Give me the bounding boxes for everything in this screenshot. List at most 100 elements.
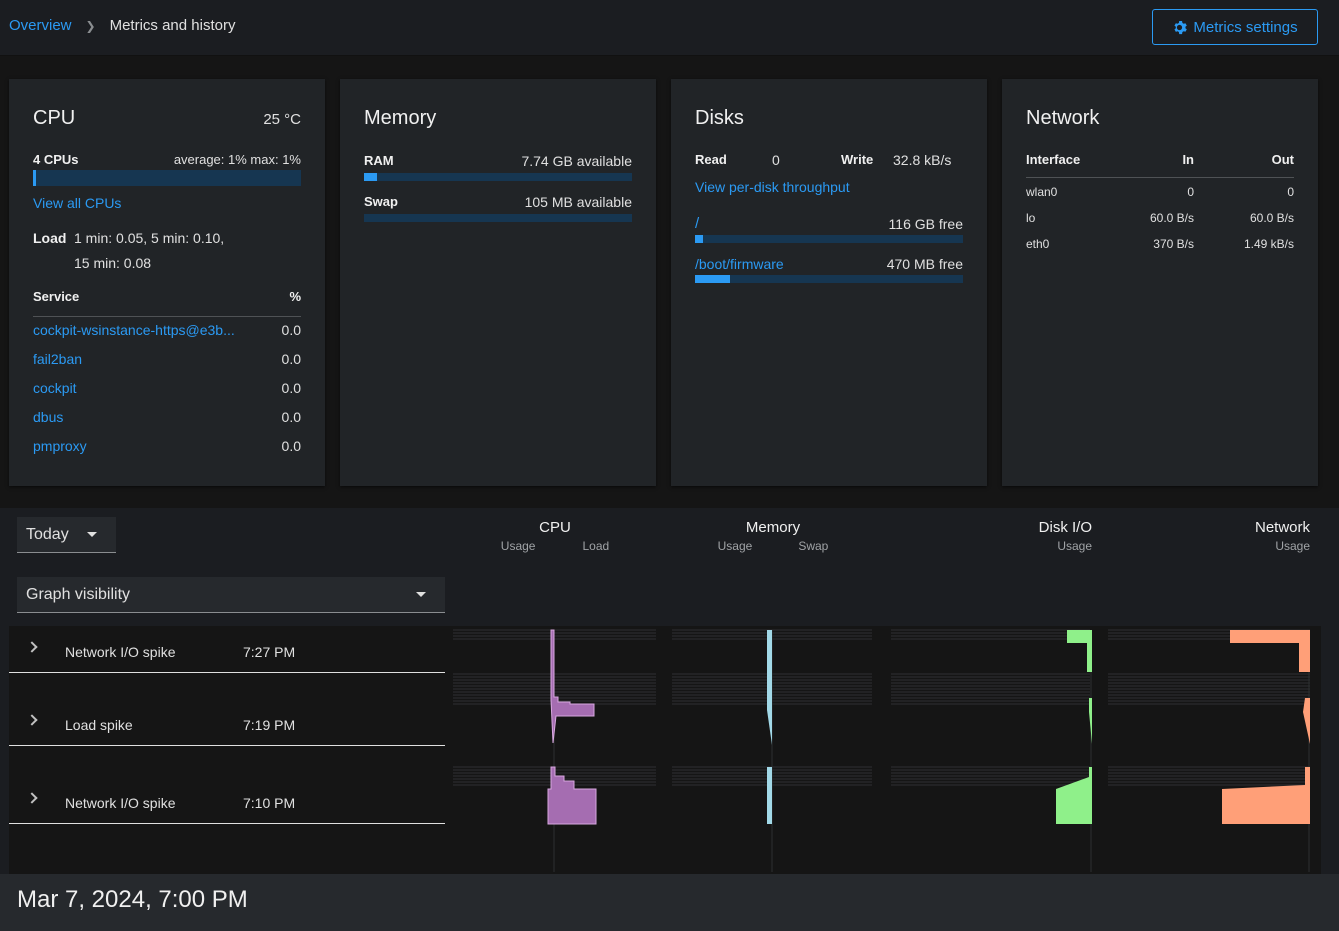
- memory-column-subs: Usage Swap: [708, 539, 838, 553]
- per-disk-throughput-link[interactable]: View per-disk throughput: [695, 179, 850, 195]
- graph-visibility-select[interactable]: Graph visibility: [17, 577, 445, 613]
- cpu-column-subs: Usage Load: [490, 539, 620, 553]
- cpu-usage-summary: average: 1% max: 1%: [173, 152, 301, 167]
- network-column-header: Network Usage: [1230, 519, 1310, 553]
- network-usage-shape: [1303, 698, 1310, 744]
- service-header: Service: [33, 289, 80, 304]
- event-row[interactable]: Network I/O spike 7:27 PM: [9, 625, 445, 673]
- top-bar: Overview ❯ Metrics and history Metrics s…: [0, 0, 1339, 56]
- event-row[interactable]: Network I/O spike 7:10 PM: [9, 776, 445, 824]
- gear-icon: [1174, 20, 1188, 34]
- memory-usage-shape: [767, 630, 772, 745]
- network-column-title: Network: [1254, 519, 1310, 536]
- iface-out: 1.49 kB/s: [1243, 237, 1294, 251]
- mount-root-bar: [695, 235, 963, 243]
- memory-usage-shape: [767, 767, 772, 824]
- network-usage-shape: [1222, 767, 1310, 824]
- read-label: Read: [695, 152, 727, 167]
- service-row: cockpit 0.0: [33, 380, 301, 396]
- chevron-right-icon[interactable]: [26, 792, 38, 804]
- iface-out: 0: [1287, 185, 1294, 199]
- swap-bar: [364, 214, 632, 222]
- breadcrumb-overview-link[interactable]: Overview: [9, 17, 72, 34]
- service-link[interactable]: cockpit: [33, 380, 77, 396]
- time-range-select[interactable]: Today: [17, 517, 116, 553]
- disk-usage-shape: [1089, 698, 1092, 744]
- iface-name: wlan0: [1026, 185, 1058, 199]
- load-label: Load: [33, 230, 67, 246]
- ram-bar: [364, 173, 632, 181]
- percent-header: %: [289, 289, 301, 304]
- load-line-2: 15 min: 0.08: [74, 255, 152, 271]
- event-time: 7:19 PM: [243, 717, 296, 733]
- view-all-cpus-link[interactable]: View all CPUs: [33, 195, 122, 211]
- memory-column-header: Memory Usage Swap: [708, 519, 838, 553]
- mount-root-bar-fill: [695, 235, 703, 243]
- memory-title: Memory: [364, 107, 437, 129]
- service-row: cockpit-wsinstance-https@e3b... 0.0: [33, 322, 301, 338]
- date-footer: Mar 7, 2024, 7:00 PM: [0, 874, 1339, 931]
- caret-down-icon: [87, 532, 97, 537]
- swap-label: Swap: [364, 194, 398, 209]
- network-header-row: Interface In Out: [1026, 152, 1294, 178]
- cpu-temperature: 25 °C: [263, 111, 301, 128]
- service-row: pmproxy 0.0: [33, 438, 301, 454]
- service-value: 0.0: [281, 322, 301, 338]
- write-value: 32.8 kB/s: [893, 152, 952, 168]
- cpu-usage-bar-fill: [33, 170, 36, 178]
- graph-visibility-label: Graph visibility: [26, 585, 131, 603]
- ram-bar-fill: [364, 173, 377, 181]
- network-title: Network: [1026, 107, 1100, 129]
- disk-column-title: Disk I/O: [1038, 519, 1092, 536]
- event-time: 7:10 PM: [243, 795, 296, 811]
- chevron-right-icon[interactable]: [26, 641, 38, 653]
- cpu-usage-bar-secondary-fill: [33, 178, 36, 186]
- network-card: Network Interface In Out wlan0 0 0 lo 60…: [1002, 79, 1318, 486]
- iface-out: 60.0 B/s: [1249, 211, 1294, 225]
- mount-root-free: 116 GB free: [888, 216, 963, 232]
- cpu-usage-graph: [547, 629, 597, 872]
- disks-title: Disks: [695, 107, 744, 129]
- cpu-load-sub: Load: [582, 539, 610, 553]
- col-out: Out: [1271, 152, 1294, 167]
- memory-swap-sub: Swap: [798, 539, 829, 553]
- iface-in: 370 B/s: [1153, 237, 1194, 251]
- event-name: Network I/O spike: [65, 795, 176, 811]
- memory-usage-sub: Usage: [717, 539, 753, 553]
- metrics-settings-button[interactable]: Metrics settings: [1152, 9, 1318, 45]
- cpu-usage-bar-secondary: [33, 178, 301, 186]
- iface-name: eth0: [1026, 237, 1050, 251]
- mount-boot-bar: [695, 275, 963, 283]
- load-line-1: 1 min: 0.05, 5 min: 0.10,: [74, 230, 225, 246]
- event-time: 7:27 PM: [243, 644, 296, 660]
- col-interface: Interface: [1026, 152, 1081, 167]
- ram-label: RAM: [364, 153, 394, 168]
- network-usage-sub: Usage: [1275, 539, 1310, 553]
- event-name: Network I/O spike: [65, 644, 176, 660]
- mount-boot-free: 470 MB free: [886, 256, 963, 272]
- cpu-count: 4 CPUs: [33, 152, 79, 167]
- mount-root-link[interactable]: /: [695, 215, 700, 232]
- service-link[interactable]: pmproxy: [33, 438, 87, 454]
- swap-value: 105 MB available: [524, 194, 632, 210]
- disk-usage-graph: [1056, 630, 1092, 872]
- service-value: 0.0: [281, 438, 301, 454]
- chevron-right-icon: ❯: [85, 18, 96, 33]
- breadcrumb: Overview ❯ Metrics and history: [9, 17, 235, 34]
- col-in: In: [1182, 152, 1194, 167]
- chevron-right-icon[interactable]: [26, 714, 38, 726]
- mount-boot-link[interactable]: /boot/firmware: [695, 256, 784, 272]
- ram-value: 7.74 GB available: [521, 153, 632, 169]
- service-link[interactable]: dbus: [33, 409, 64, 425]
- history-date-heading: Mar 7, 2024, 7:00 PM: [17, 886, 248, 913]
- read-value: 0: [772, 152, 780, 168]
- event-row[interactable]: Load spike 7:19 PM: [9, 698, 445, 746]
- network-usage-graph: [1222, 630, 1310, 872]
- time-range-value: Today: [26, 525, 69, 543]
- service-link[interactable]: fail2ban: [33, 351, 83, 367]
- service-value: 0.0: [281, 351, 301, 367]
- cpu-usage-bar: [33, 170, 301, 178]
- disk-usage-shape: [1056, 767, 1092, 824]
- service-link[interactable]: cockpit-wsinstance-https@e3b...: [33, 322, 235, 338]
